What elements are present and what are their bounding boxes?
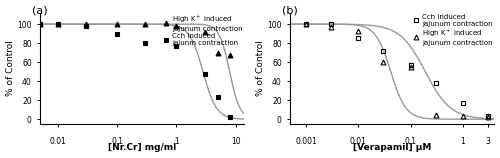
High K$^+$ induced
jajunum contraction <box>356 30 362 32</box>
Text: 0.1: 0.1 <box>111 137 123 146</box>
High K$^+$ induced
jajunum contraction <box>432 115 438 116</box>
High K$^+$ induced
jajunum contraction <box>328 26 334 28</box>
High K$^+$ induced
jajunum contraction <box>214 52 220 54</box>
Cch induced
jajunum contraction <box>380 50 386 52</box>
Text: 0.001: 0.001 <box>295 137 317 146</box>
Cch induced
jajunum contraction <box>460 102 466 104</box>
Cch induced
jajunum contraction <box>408 64 414 66</box>
Cch induced
jajunum contraction <box>356 37 362 39</box>
Cch induced
jajunm contraction <box>202 73 207 75</box>
Cch induced
jajunum contraction <box>328 23 334 25</box>
High K$^+$ induced
jajunum contraction <box>37 23 43 25</box>
Legend: Cch induced
jajunum contraction, High K$^+$ induced
jajunum contraction: Cch induced jajunum contraction, High K$… <box>412 13 493 47</box>
Cch induced
jajunm contraction <box>83 25 89 27</box>
High K$^+$ induced
jajunum contraction <box>83 23 89 25</box>
High K$^+$ induced
jajunum contraction <box>485 116 491 118</box>
High K$^+$ induced
jajunum contraction <box>460 115 466 117</box>
High K$^+$ induced
jajunum contraction <box>227 55 233 56</box>
Line: Cch induced
jajunum contraction: Cch induced jajunum contraction <box>304 22 490 119</box>
Cch induced
jajunum contraction <box>432 82 438 84</box>
Line: Cch induced
jajunm contraction: Cch induced jajunm contraction <box>38 22 232 120</box>
Line: High K$^+$ induced
jajunum contraction: High K$^+$ induced jajunum contraction <box>38 22 232 58</box>
Text: 0.01: 0.01 <box>350 137 366 146</box>
Text: 1: 1 <box>174 137 178 146</box>
Cch induced
jajunum contraction <box>485 115 491 117</box>
Text: 0.01: 0.01 <box>50 137 66 146</box>
X-axis label: [Verapamil] μM: [Verapamil] μM <box>353 143 432 152</box>
High K$^+$ induced
jajunum contraction <box>174 25 180 27</box>
Text: (a): (a) <box>32 5 48 15</box>
Text: (b): (b) <box>282 5 298 15</box>
Cch induced
jajunm contraction <box>37 23 43 25</box>
Cch induced
jajunm contraction <box>114 33 120 35</box>
High K$^+$ induced
jajunum contraction <box>55 23 61 25</box>
Cch induced
jajunm contraction <box>214 96 220 98</box>
High K$^+$ induced
jajunum contraction <box>202 31 207 33</box>
Cch induced
jajunm contraction <box>142 42 148 44</box>
High K$^+$ induced
jajunum contraction <box>114 23 120 25</box>
Y-axis label: % of Control: % of Control <box>6 40 15 96</box>
High K$^+$ induced
jajunum contraction <box>142 23 148 25</box>
Cch induced
jajunm contraction <box>55 23 61 25</box>
Cch induced
jajunm contraction <box>227 116 233 118</box>
Text: 10: 10 <box>231 137 240 146</box>
Text: 0.1: 0.1 <box>404 137 416 146</box>
High K$^+$ induced
jajunum contraction <box>408 66 414 68</box>
High K$^+$ induced
jajunum contraction <box>303 23 309 25</box>
Cch induced
jajunum contraction <box>303 23 309 25</box>
Line: High K$^+$ induced
jajunum contraction: High K$^+$ induced jajunum contraction <box>304 22 490 120</box>
Text: 3: 3 <box>486 137 490 146</box>
High K$^+$ induced
jajunum contraction <box>380 61 386 63</box>
Y-axis label: % of Control: % of Control <box>256 40 264 96</box>
Legend: High K$^+$ induced
jajunum contraction, Cch induced
jajunm contraction: High K$^+$ induced jajunum contraction, … <box>162 13 243 47</box>
Text: 1: 1 <box>460 137 466 146</box>
Cch induced
jajunm contraction <box>174 45 180 47</box>
X-axis label: [Nr.Cr] mg/ml: [Nr.Cr] mg/ml <box>108 143 176 152</box>
